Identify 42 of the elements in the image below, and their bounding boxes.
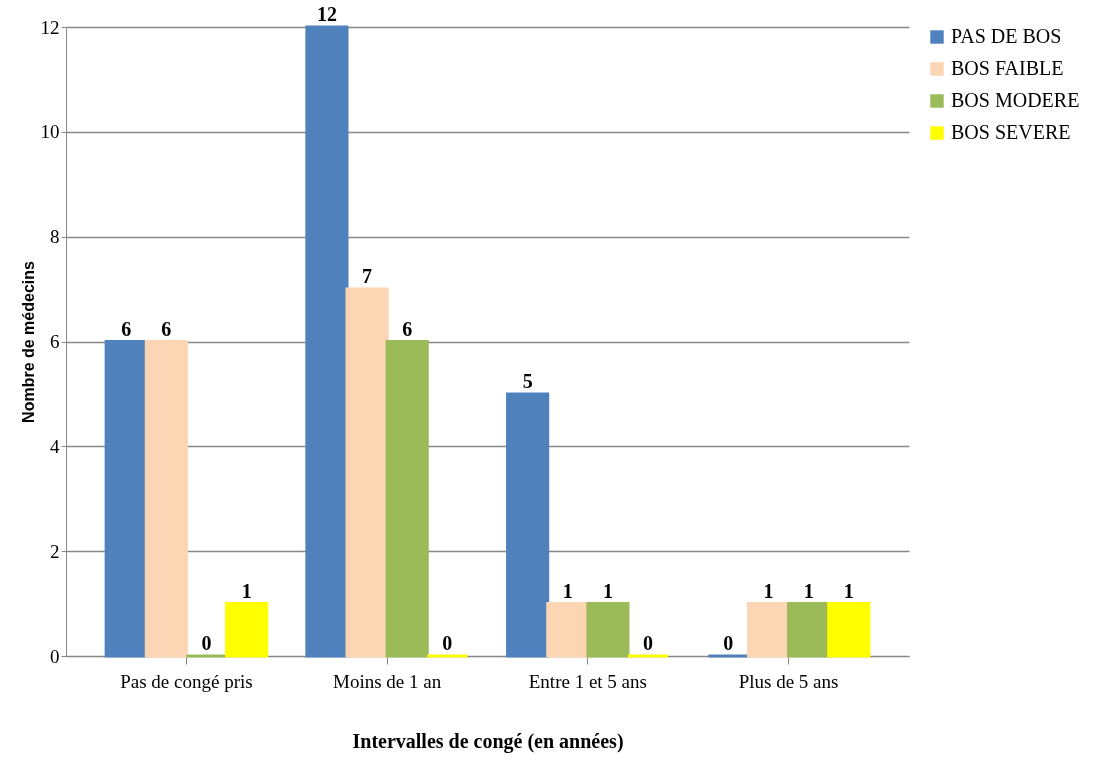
data-label: 1 [803, 579, 814, 602]
legend-label: BOS FAIBLE [951, 57, 1064, 79]
data-label: 1 [843, 579, 854, 602]
bar [506, 392, 550, 658]
data-label: 1 [562, 579, 573, 602]
data-label: 6 [161, 317, 172, 340]
y-tick-label: 6 [50, 331, 60, 352]
x-tick-label: Pas de congé pris [120, 670, 253, 692]
data-label: 6 [402, 317, 413, 340]
y-tick-label: 0 [50, 645, 60, 667]
data-label: 0 [442, 632, 453, 654]
y-tick-label: 8 [50, 226, 60, 248]
legend-label: BOS MODERE [951, 89, 1080, 111]
data-label: 1 [602, 579, 613, 602]
bar [827, 602, 871, 658]
y-axis-title: Nombre de médecins [19, 260, 37, 423]
bar [586, 602, 630, 658]
data-label: 12 [316, 3, 337, 25]
data-label: 1 [241, 579, 252, 602]
data-label: 5 [522, 369, 533, 392]
data-label: 7 [362, 265, 373, 288]
bar [385, 340, 429, 658]
y-tick-label: 4 [50, 435, 60, 457]
x-tick-label: Entre 1 et 5 ans [528, 670, 647, 692]
y-tick-label: 12 [40, 16, 60, 38]
bar [305, 25, 349, 658]
bar [345, 287, 389, 658]
y-tick-label: 2 [50, 540, 60, 562]
bar [225, 602, 269, 658]
x-tick-label: Moins de 1 an [333, 670, 442, 692]
legend-label: PAS DE BOS [951, 25, 1062, 47]
x-tick-label: Plus de 5 ans [738, 670, 839, 692]
data-label: 1 [763, 579, 774, 602]
legend-label: BOS SEVERE [951, 121, 1071, 143]
y-tick-label: 10 [40, 121, 60, 143]
data-label: 0 [643, 632, 654, 654]
data-label: 0 [723, 632, 734, 654]
bar [104, 340, 148, 658]
bar [144, 340, 188, 658]
x-axis-title: Intervalles de congé (en années) [352, 729, 624, 753]
data-label: 0 [201, 632, 212, 654]
data-label: 6 [121, 317, 132, 340]
